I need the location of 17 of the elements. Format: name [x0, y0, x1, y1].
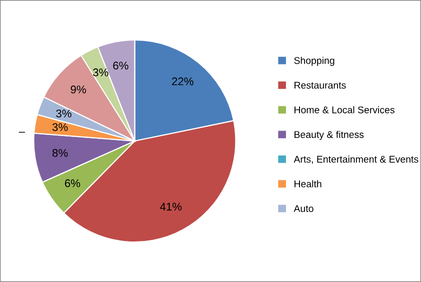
legend-label: Health	[294, 180, 322, 188]
data-label: 6%	[64, 179, 80, 188]
data-label: 6%	[113, 62, 128, 70]
data-label: 3%	[93, 68, 108, 76]
data-label: 8%	[52, 149, 68, 157]
data-label: 3%	[52, 123, 68, 132]
legend-label: Home & Local Services	[294, 106, 394, 114]
text: –	[18, 132, 25, 133]
data-label: 9%	[70, 86, 86, 94]
legend-label: Auto	[294, 205, 314, 212]
data-label: 41%	[160, 202, 182, 211]
legend-label: Beauty & fitness	[294, 130, 364, 140]
data-label: 22%	[172, 77, 194, 86]
legend-label: Shopping	[294, 56, 334, 66]
legend-label: Arts, Entertainment & Events	[294, 156, 418, 164]
legend-label: Restaurants	[294, 82, 346, 89]
data-label: 3%	[56, 110, 72, 118]
